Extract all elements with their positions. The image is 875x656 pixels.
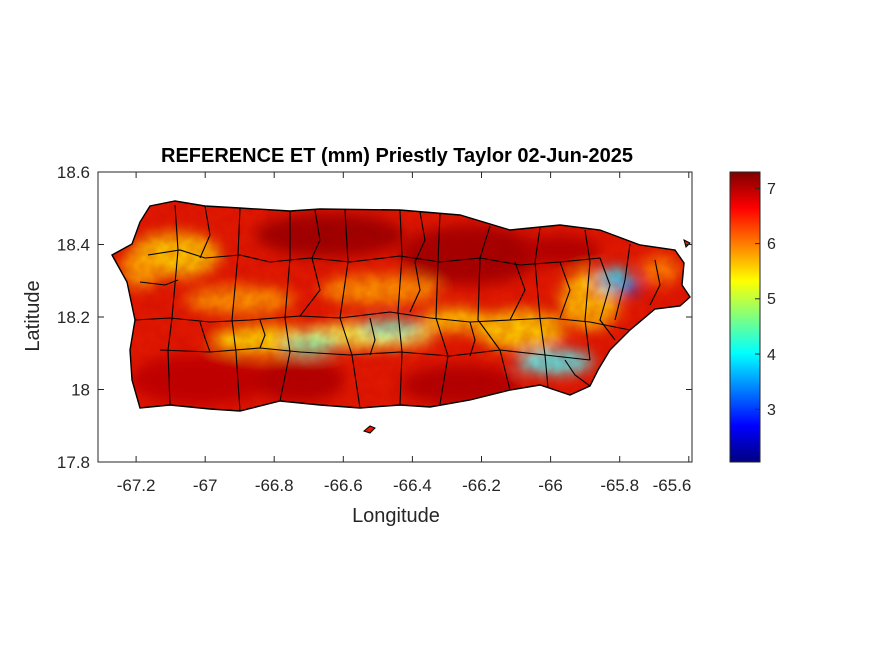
x-tick-label: -65.8	[600, 476, 639, 495]
small-islands	[362, 239, 691, 434]
colorbar-tick-label: 3	[767, 402, 776, 419]
y-tick-label: 18.2	[57, 308, 90, 327]
x-tick-label: -65.6	[653, 476, 692, 495]
x-tick-labels: -67.2 -67 -66.8 -66.6 -66.4 -66.2 -66 -6…	[117, 476, 692, 495]
plot-title: REFERENCE ET (mm) Priestly Taylor 02-Jun…	[161, 145, 633, 167]
colorbar: 7 6 5 4 3	[729, 171, 776, 463]
x-tick-label: -66.6	[324, 476, 363, 495]
colorbar-tick-label: 4	[767, 347, 776, 364]
y-tick-label: 18	[71, 381, 90, 400]
x-tick-label: -67.2	[117, 476, 156, 495]
x-tick-label: -66	[538, 476, 563, 495]
x-tick-label: -66.2	[462, 476, 501, 495]
y-tick-labels: 18.6 18.4 18.2 18 17.8	[57, 163, 90, 472]
colorbar-tick-label: 7	[767, 181, 776, 198]
y-tick-label: 18.4	[57, 236, 90, 255]
x-tick-label: -66.4	[393, 476, 432, 495]
colorbar-tick-label: 5	[767, 291, 776, 308]
y-axis-title: Latitude	[22, 280, 44, 351]
x-axis-title: Longitude	[352, 505, 440, 527]
municipal-boundaries	[111, 200, 691, 412]
colorbar-gradient	[729, 171, 761, 463]
x-tick-label: -67	[193, 476, 218, 495]
y-tick-label: 18.6	[57, 163, 90, 182]
colorbar-tick-label: 6	[767, 236, 776, 253]
y-tick-label: 17.8	[57, 453, 90, 472]
x-axis	[135, 172, 690, 462]
x-tick-label: -66.8	[255, 476, 294, 495]
